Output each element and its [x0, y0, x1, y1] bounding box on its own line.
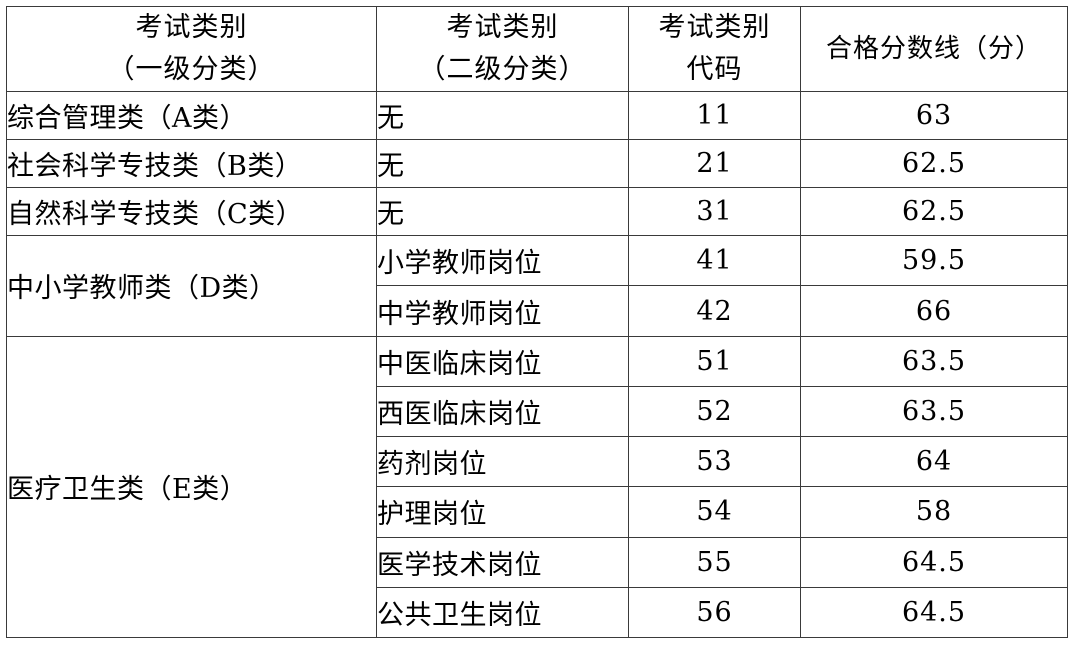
column-header-primary-category: 考试类别 （一级分类） — [6, 6, 377, 92]
qualifying-score-cell: 63.5 — [800, 385, 1068, 438]
qualifying-score-cell: 66 — [800, 285, 1068, 337]
secondary-category-cell: 中学教师岗位 — [376, 285, 629, 337]
category-code-cell: 11 — [628, 90, 801, 140]
secondary-category-cell: 中医临床岗位 — [376, 335, 629, 387]
header-line-1: 考试类别 — [658, 12, 771, 43]
qualifying-score-cell: 64.5 — [800, 586, 1068, 639]
table-body: 综合管理类（A类） 无 11 63 社会科学专技类（B类） 无 21 62.5 … — [6, 90, 1068, 639]
qualifying-score-cell: 64 — [800, 436, 1068, 488]
secondary-category-cell: 无 — [376, 187, 629, 237]
column-header-secondary-category: 考试类别 （二级分类） — [376, 6, 629, 92]
category-code-cell: 55 — [628, 536, 801, 588]
category-code-cell: 41 — [628, 235, 801, 287]
qualifying-score-cell: 58 — [800, 486, 1068, 538]
secondary-category-cell: 药剂岗位 — [376, 436, 629, 488]
table-row: 自然科学专技类（C类） 无 31 62.5 — [6, 187, 1068, 237]
qualifying-score-cell: 59.5 — [800, 235, 1068, 287]
header-line-1: 考试类别 — [446, 12, 559, 43]
table-row: 药剂岗位 53 64 — [7, 436, 1068, 488]
column-header-category-code: 考试类别 代码 — [628, 6, 801, 92]
table-row: 中学教师岗位 42 66 — [7, 285, 1068, 337]
column-header-qualifying-score: 合格分数线（分） — [800, 6, 1068, 92]
qualifying-score-cell: 62.5 — [800, 187, 1068, 237]
table-row: 综合管理类（A类） 无 11 63 — [6, 90, 1068, 140]
secondary-category-cell: 无 — [376, 90, 629, 140]
table-row: 西医临床岗位 52 63.5 — [7, 385, 1068, 438]
category-code-cell: 31 — [628, 187, 801, 237]
header-row: 考试类别 （一级分类） 考试类别 （二级分类） 考试类别 代码 合格分数线（分） — [6, 6, 1068, 92]
primary-category-cell: 社会科学专技类（B类） — [6, 138, 377, 189]
secondary-category-cell: 西医临床岗位 — [376, 385, 629, 438]
category-code-cell: 51 — [628, 335, 801, 387]
category-code-cell: 42 — [628, 285, 801, 337]
table-row: 护理岗位 54 58 — [7, 486, 1068, 538]
primary-category-cell: 自然科学专技类（C类） — [6, 187, 377, 237]
primary-category-cell: 中小学教师类（D类） — [6, 235, 377, 337]
qualifying-score-cell: 62.5 — [800, 138, 1068, 189]
qualifying-score-cell: 63 — [800, 90, 1068, 140]
category-code-cell: 54 — [628, 486, 801, 538]
secondary-category-cell: 医学技术岗位 — [376, 536, 629, 588]
table-row: 医疗卫生类（E类） 中医临床岗位 51 63.5 — [6, 335, 1068, 639]
qualifying-score-table: 考试类别 （一级分类） 考试类别 （二级分类） 考试类别 代码 合格分数线（分）… — [6, 6, 1068, 639]
table-row: 公共卫生岗位 56 64.5 — [7, 586, 1068, 639]
primary-category-cell: 综合管理类（A类） — [6, 90, 377, 140]
secondary-category-cell: 公共卫生岗位 — [376, 586, 629, 639]
secondary-category-cell: 护理岗位 — [376, 486, 629, 538]
table-row: 社会科学专技类（B类） 无 21 62.5 — [6, 138, 1068, 189]
category-code-cell: 52 — [628, 385, 801, 438]
qualifying-score-cell: 64.5 — [800, 536, 1068, 588]
table-header: 考试类别 （一级分类） 考试类别 （二级分类） 考试类别 代码 合格分数线（分） — [6, 6, 1068, 92]
header-line-2: （一级分类） — [107, 53, 276, 85]
secondary-category-cell: 小学教师岗位 — [376, 235, 629, 287]
header-line-2: （二级分类） — [418, 53, 587, 85]
category-code-cell: 21 — [628, 138, 801, 189]
category-code-cell: 56 — [628, 586, 801, 639]
table-row: 中小学教师类（D类） 小学教师岗位 41 59.5 — [6, 235, 1068, 337]
category-code-cell: 53 — [628, 436, 801, 488]
header-line-1: 合格分数线（分） — [825, 33, 1042, 64]
qualifying-score-cell: 63.5 — [800, 335, 1068, 387]
primary-category-cell: 医疗卫生类（E类） — [6, 335, 377, 639]
header-line-1: 考试类别 — [135, 12, 248, 43]
header-line-2: 代码 — [686, 53, 743, 85]
secondary-category-cell: 无 — [376, 138, 629, 189]
